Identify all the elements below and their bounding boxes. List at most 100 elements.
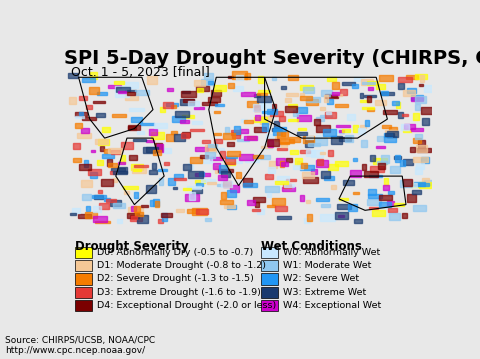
Bar [394, 157, 401, 159]
Bar [296, 158, 302, 165]
Bar [183, 164, 192, 170]
Bar [257, 96, 272, 102]
Bar [133, 165, 148, 167]
Bar [180, 120, 189, 123]
Bar [113, 203, 125, 208]
Bar [262, 111, 274, 113]
FancyBboxPatch shape [261, 273, 277, 285]
Bar [308, 143, 320, 146]
Bar [403, 90, 415, 96]
Bar [166, 134, 174, 141]
Bar [226, 157, 237, 158]
Bar [173, 187, 178, 190]
Bar [377, 160, 387, 164]
Bar [123, 186, 138, 189]
Bar [180, 99, 194, 106]
Bar [201, 79, 213, 84]
Bar [233, 86, 243, 90]
Bar [214, 139, 222, 143]
Bar [183, 98, 194, 102]
Bar [204, 73, 213, 80]
Bar [118, 162, 125, 164]
Bar [244, 120, 253, 123]
Bar [245, 73, 250, 79]
Bar [149, 129, 156, 135]
Bar [125, 90, 136, 92]
Bar [255, 202, 259, 207]
Bar [320, 115, 332, 117]
Bar [348, 204, 357, 210]
Bar [160, 107, 166, 112]
Bar [221, 192, 226, 199]
Bar [104, 149, 110, 153]
Bar [339, 198, 348, 200]
Bar [131, 206, 136, 211]
Bar [327, 77, 336, 81]
Bar [415, 134, 421, 139]
Bar [418, 140, 425, 148]
Bar [115, 86, 126, 92]
Bar [384, 132, 392, 137]
Bar [324, 176, 334, 180]
Bar [388, 191, 394, 194]
Bar [304, 173, 313, 178]
Bar [385, 130, 397, 137]
Bar [301, 163, 307, 168]
Bar [411, 95, 423, 100]
Bar [146, 147, 158, 152]
Bar [273, 129, 282, 135]
Bar [195, 183, 203, 186]
Bar [220, 200, 233, 205]
Text: D3: Extreme Drought (-1.6 to -1.9): D3: Extreme Drought (-1.6 to -1.9) [97, 288, 261, 297]
Bar [107, 199, 116, 202]
Bar [175, 111, 189, 117]
Bar [389, 213, 400, 220]
Bar [331, 185, 336, 189]
Bar [413, 157, 428, 163]
Bar [320, 214, 335, 221]
Bar [253, 155, 263, 158]
Bar [182, 115, 194, 118]
Bar [413, 205, 426, 211]
Bar [284, 184, 294, 187]
Bar [316, 160, 328, 167]
Bar [288, 75, 299, 80]
Bar [207, 81, 213, 84]
Bar [416, 145, 428, 152]
Bar [247, 136, 256, 139]
Bar [205, 145, 216, 152]
FancyBboxPatch shape [75, 287, 92, 298]
Bar [336, 125, 350, 127]
Bar [279, 116, 285, 121]
Bar [90, 172, 97, 178]
Bar [368, 87, 372, 90]
Text: Source: CHIRPS/UCSB, NOAA/CPC: Source: CHIRPS/UCSB, NOAA/CPC [5, 336, 155, 345]
Bar [218, 169, 233, 172]
Bar [327, 99, 333, 104]
Bar [297, 131, 307, 135]
Bar [293, 110, 298, 116]
Bar [272, 104, 276, 111]
Bar [290, 150, 298, 154]
Bar [320, 107, 325, 110]
Bar [281, 86, 286, 89]
Bar [339, 130, 345, 132]
Bar [314, 138, 326, 145]
Bar [234, 126, 240, 134]
Bar [96, 160, 103, 165]
Bar [149, 170, 156, 174]
Bar [121, 143, 133, 149]
Bar [421, 107, 433, 114]
Text: W4: Exceptional Wet: W4: Exceptional Wet [283, 301, 382, 310]
Bar [192, 208, 207, 215]
Bar [199, 172, 204, 176]
Bar [298, 128, 306, 130]
Text: Wet Conditions: Wet Conditions [261, 240, 362, 253]
Bar [306, 150, 315, 156]
Bar [420, 75, 423, 83]
Bar [232, 132, 240, 138]
FancyBboxPatch shape [75, 247, 92, 258]
Bar [377, 136, 384, 141]
Bar [171, 104, 176, 108]
Bar [353, 158, 357, 162]
